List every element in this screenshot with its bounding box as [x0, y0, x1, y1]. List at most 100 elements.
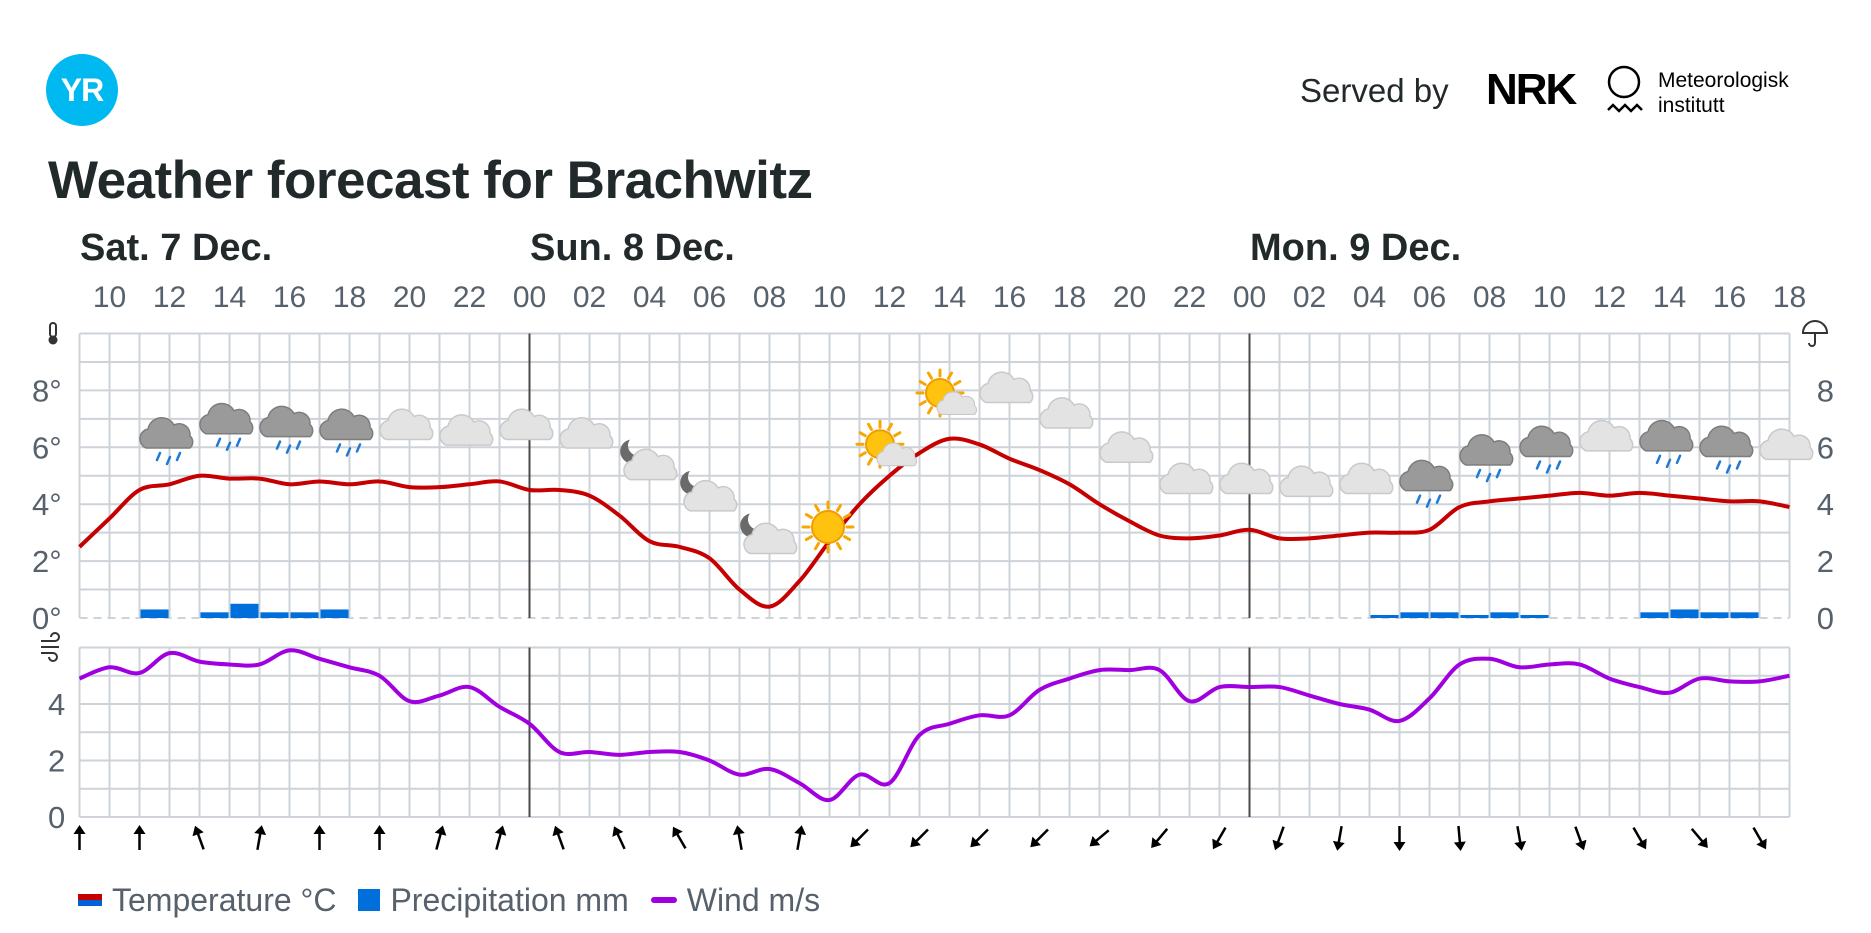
thermometer-icon	[48, 322, 58, 345]
rain-drop	[175, 451, 182, 462]
sun-ray	[804, 535, 814, 542]
sun-ray	[918, 399, 927, 406]
wind-direction-arrow	[1632, 826, 1647, 850]
cloud-icon	[1759, 428, 1814, 461]
arrow-head	[373, 825, 386, 834]
cloud-rain-icon	[259, 405, 314, 454]
cloud-icon	[1039, 397, 1094, 429]
rain-drop	[1475, 468, 1482, 479]
sun-ray	[927, 371, 933, 380]
precipitation-bar	[1640, 612, 1669, 618]
wind-direction-arrow	[373, 825, 386, 850]
cloud-shape	[1099, 431, 1154, 463]
hour-tick-label: 06	[1413, 281, 1446, 314]
legend-label-wind: Wind m/s	[686, 881, 821, 918]
arrow-head	[254, 825, 267, 836]
wind-direction-arrow	[672, 826, 687, 850]
hour-tick-label: 16	[1713, 281, 1746, 314]
cloud-rain-icon	[1639, 419, 1694, 469]
rain-drop	[1435, 494, 1442, 504]
hour-tick-label: 16	[993, 281, 1026, 314]
rain-drop	[295, 440, 302, 450]
cloud-moon-icon	[620, 439, 678, 481]
cloud-rain-icon	[319, 408, 374, 457]
met-institute-line2: institutt	[1658, 94, 1725, 117]
arrow-head	[313, 825, 326, 834]
wind-direction-arrow	[1393, 826, 1406, 851]
sun-icon	[801, 500, 855, 554]
hour-tick-label: 02	[1293, 281, 1326, 314]
cloud-shape	[979, 371, 1034, 404]
hour-tick-label: 08	[1473, 281, 1506, 314]
cloud-shape	[319, 408, 374, 441]
sun-ray	[814, 541, 820, 551]
rain-drop	[155, 451, 162, 462]
met-institute-name[interactable]: Meteorologisk institutt	[1658, 68, 1789, 118]
cloud-shape	[623, 448, 678, 481]
arrow-head	[1030, 836, 1041, 848]
hour-tick-label: 04	[1353, 281, 1386, 314]
wind-direction-arrow	[1272, 826, 1285, 851]
cloud-icon	[559, 416, 614, 449]
precipitation-bar	[1730, 612, 1759, 618]
rain-drop	[1715, 460, 1722, 470]
wind-direction-arrow	[1752, 826, 1767, 850]
arrow-head	[1272, 839, 1284, 851]
arrow-head	[552, 825, 564, 837]
arrow-head	[1575, 839, 1587, 851]
precipitation-axis-tick: 0	[1817, 601, 1834, 636]
wind-direction-arrow	[1332, 825, 1345, 851]
hour-tick-label: 20	[1113, 281, 1146, 314]
sun-ray	[814, 503, 820, 513]
arrow-head	[1332, 840, 1345, 851]
hour-tick-label: 10	[813, 281, 846, 314]
arrow-head	[1453, 841, 1466, 851]
cloud-icon	[1099, 431, 1154, 463]
rain-drop	[335, 443, 342, 453]
arrow-head	[910, 836, 921, 848]
cloud-icon	[1339, 462, 1394, 495]
umbrella-icon	[1801, 320, 1829, 347]
temperature-axis-tick: 6°	[32, 430, 62, 465]
wind-direction-arrow	[254, 825, 267, 851]
sun-ray	[953, 379, 962, 386]
wind-direction-arrow	[910, 828, 929, 848]
met-institute-icon	[1607, 65, 1643, 113]
wind-direction-arrow	[1212, 826, 1227, 850]
arrow-head	[1636, 838, 1647, 850]
hour-tick-label: 02	[573, 281, 606, 314]
temperature-axis-tick: 4°	[32, 487, 62, 522]
sun-ray	[947, 371, 953, 380]
sun-ray	[858, 451, 867, 458]
cloud-shape	[139, 416, 194, 449]
arrow-head	[434, 825, 447, 836]
wind-direction-arrow	[612, 826, 626, 850]
yr-logo[interactable]: YR	[46, 54, 118, 126]
sun-shape	[801, 500, 855, 554]
cloud-shape	[1339, 462, 1394, 495]
cloud-shape	[1519, 425, 1574, 458]
precipitation-bar	[1700, 612, 1729, 618]
arrow-head	[73, 825, 86, 834]
wind-direction-arrow	[970, 828, 989, 848]
thermometer-icon-bulb	[48, 335, 58, 345]
wind-icon	[41, 632, 60, 662]
wind-direction-arrow	[1030, 828, 1049, 848]
cloud-moon-icon	[680, 470, 738, 512]
arrow-head	[133, 825, 146, 834]
arrow-head	[970, 836, 981, 848]
arrow-head	[732, 825, 745, 836]
wind-direction-arrow	[192, 825, 205, 850]
legend-label-precipitation: Precipitation mm	[390, 881, 629, 918]
arrow-head	[1212, 838, 1223, 850]
cloud-icon	[439, 414, 494, 446]
temperature-line	[78, 436, 1790, 609]
legend-item-precipitation: Precipitation mm	[358, 881, 629, 919]
nrk-logo[interactable]: NRK	[1486, 65, 1577, 114]
hour-tick-label: 10	[1533, 281, 1566, 314]
sun-ray	[918, 379, 927, 386]
cloud-shape	[1279, 465, 1334, 498]
legend-label-temperature: Temperature °C	[112, 881, 337, 918]
wind-direction-arrow	[313, 825, 326, 850]
arrow-head	[1393, 842, 1406, 851]
